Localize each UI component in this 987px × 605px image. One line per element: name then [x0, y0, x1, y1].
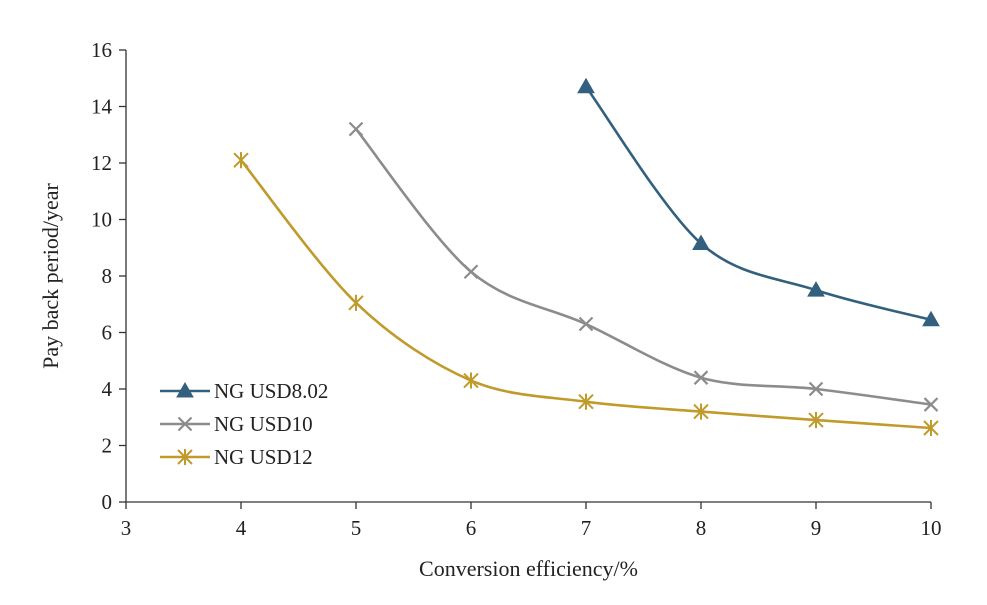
- y-tick-label: 10: [91, 208, 112, 232]
- data-point: [578, 393, 594, 410]
- data-point: [578, 316, 594, 332]
- data-point: [923, 419, 939, 437]
- x-tick-label: 3: [121, 516, 132, 540]
- legend-marker: [176, 381, 194, 398]
- x-tick-label: 9: [811, 516, 822, 540]
- legend-marker: [177, 416, 193, 432]
- x-tick-label: 4: [236, 516, 247, 540]
- y-ticks: 0 2 4 6 8 10 12 14 16: [91, 38, 126, 514]
- data-point: [463, 264, 479, 280]
- x-tick-label: 8: [696, 516, 707, 540]
- legend-marker: [177, 448, 193, 466]
- legend-item: NG USD12: [160, 445, 313, 469]
- x-tick-label: 7: [581, 516, 592, 540]
- x-tick-label: 6: [466, 516, 477, 540]
- series-line: [354, 127, 933, 406]
- y-tick-label: 12: [91, 151, 112, 175]
- legend: NG USD8.02 NG USD10 NG USD12: [160, 379, 328, 469]
- data-point: [348, 121, 364, 137]
- y-tick-label: 6: [102, 321, 113, 345]
- data-point: [923, 397, 939, 412]
- series-3: [233, 152, 939, 437]
- data-point: [693, 370, 709, 385]
- y-tick-label: 4: [102, 377, 113, 401]
- series-line: [584, 85, 933, 322]
- y-tick-label: 14: [91, 95, 113, 119]
- x-tick-label: 10: [921, 516, 942, 540]
- data-point: [922, 310, 940, 327]
- data-point: [807, 281, 825, 297]
- legend-item: NG USD10: [160, 412, 313, 436]
- data-point: [808, 412, 824, 429]
- series-2: [348, 121, 939, 412]
- y-tick-label: 2: [102, 434, 113, 458]
- data-point: [348, 294, 364, 311]
- data-point: [808, 381, 824, 397]
- legend-item: NG USD8.02: [160, 379, 328, 403]
- data-point: [693, 403, 709, 420]
- y-tick-label: 8: [102, 264, 113, 288]
- data-point: [463, 372, 479, 389]
- y-tick-label: 0: [102, 490, 113, 514]
- data-point: [692, 234, 710, 251]
- y-tick-label: 16: [91, 38, 112, 62]
- y-axis-title: Pay back period/year: [38, 182, 63, 368]
- legend-label: NG USD12: [214, 445, 313, 469]
- x-tick-label: 5: [351, 516, 362, 540]
- legend-label: NG USD10: [214, 412, 313, 436]
- data-point: [233, 152, 249, 169]
- x-axis-title: Conversion efficiency/%: [419, 556, 638, 581]
- series-layer: [233, 77, 940, 437]
- x-ticks: 3 4 5 6 7 8 9 10: [121, 502, 942, 540]
- data-point: [577, 77, 595, 94]
- series-1: [577, 77, 940, 327]
- legend-label: NG USD8.02: [214, 379, 328, 403]
